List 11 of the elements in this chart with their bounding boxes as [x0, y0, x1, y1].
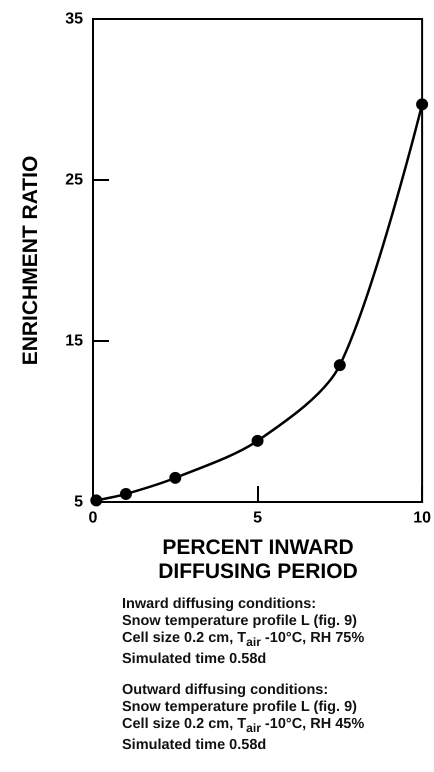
x-tick-label: 10	[413, 510, 432, 526]
y-tick-label: 15	[65, 332, 84, 350]
y-axis-title: ENRICHMENT RATIO	[19, 156, 42, 366]
y-tick-label: 25	[65, 172, 84, 188]
x-tick-label: 0	[88, 510, 98, 526]
text: Inward diffusing conditions: Snow temperature profile L (fig. 9) Cell size 0.2 cm, T$_{air}$ -10°C, RH 75% Simulated time 0.58d	[122, 596, 366, 668]
x-axis-title: PERCENT INWARD DIFFUSING PERIOD	[157, 536, 359, 584]
x-tick-label: 5	[253, 510, 262, 526]
y-tick-label: 35	[65, 10, 84, 28]
text: Outward diffusing conditions: Snow temperature profile L (fig. 9) Cell size 0.2 cm, T$_{air}$ -10°C, RH 45% Simulated time 0.58d	[122, 682, 366, 754]
y-tick-label: 5	[74, 494, 84, 510]
